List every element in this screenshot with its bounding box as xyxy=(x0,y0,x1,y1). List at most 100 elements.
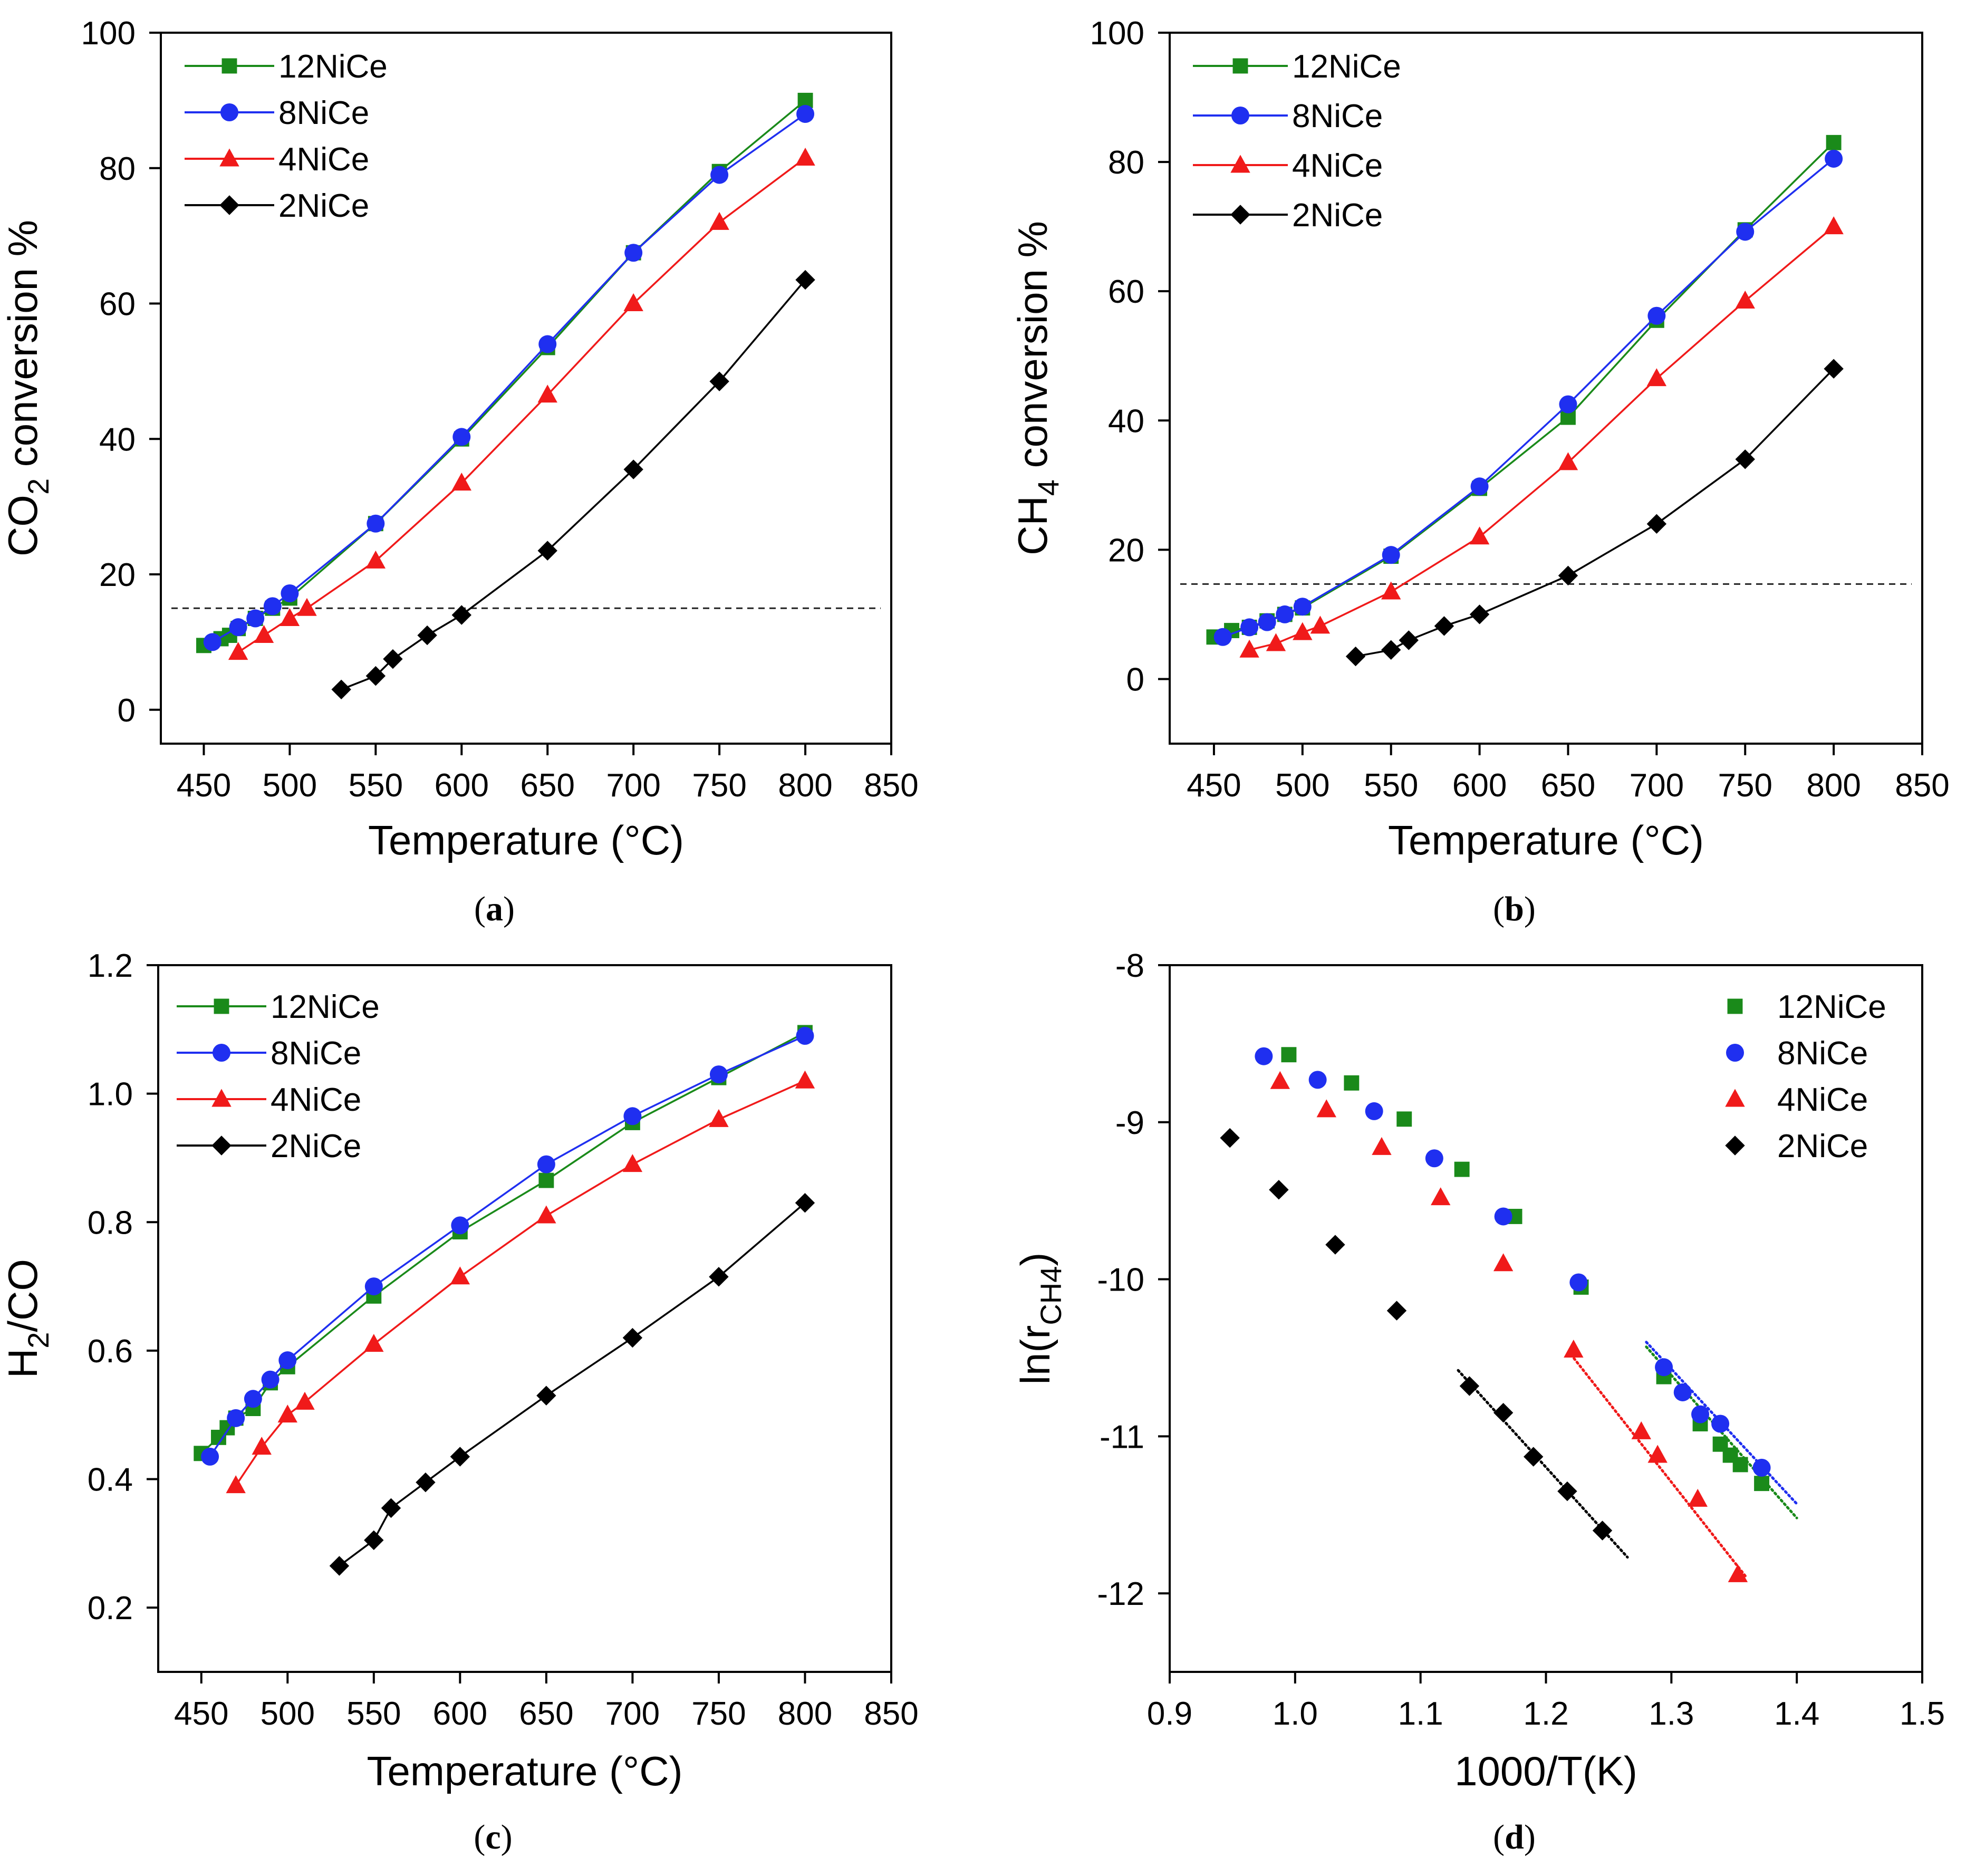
y-tick-label: 80 xyxy=(1108,145,1144,181)
data-point-8nice xyxy=(227,1409,245,1427)
legend-marker-2nice xyxy=(219,195,239,215)
panel-caption: (d) xyxy=(1493,1818,1536,1856)
x-tick-label: 800 xyxy=(778,767,832,804)
data-point-8nice xyxy=(796,105,815,123)
legend-label-4nice: 4NiCe xyxy=(278,141,369,178)
data-point-2nice xyxy=(1325,1235,1345,1255)
x-tick-label: 800 xyxy=(778,1696,832,1732)
series-line-4nice xyxy=(237,157,806,653)
x-tick-label: 650 xyxy=(521,767,575,804)
y-tick-label: 0 xyxy=(118,692,136,729)
data-point-2nice xyxy=(1459,1376,1480,1396)
data-point-8nice xyxy=(1213,628,1232,646)
data-point-2nice xyxy=(795,270,815,290)
data-point-8nice xyxy=(203,633,221,651)
data-point-4nice xyxy=(1564,1340,1584,1358)
data-point-4nice xyxy=(623,293,643,311)
x-tick-label: 450 xyxy=(174,1696,228,1732)
data-point-2nice xyxy=(451,605,471,625)
data-point-4nice xyxy=(1270,1071,1290,1089)
data-point-12nice xyxy=(1344,1075,1360,1091)
data-point-4nice xyxy=(1824,216,1844,235)
y-tick-label: -9 xyxy=(1115,1105,1144,1141)
data-point-2nice xyxy=(1381,640,1401,660)
data-point-4nice xyxy=(1316,1099,1336,1118)
series-line-4nice xyxy=(235,1080,806,1486)
data-point-2nice xyxy=(1345,646,1366,667)
legend-label-8nice: 8NiCe xyxy=(278,95,369,131)
data-point-12nice xyxy=(1396,1111,1412,1127)
plot-frame xyxy=(160,32,892,745)
data-point-2nice xyxy=(416,1472,436,1493)
x-tick-label: 750 xyxy=(691,1696,746,1732)
x-axis-title: Temperature (°C) xyxy=(368,817,684,863)
x-tick-label: 800 xyxy=(1806,767,1861,804)
plot-frame xyxy=(1169,32,1923,745)
data-point-2nice xyxy=(1646,514,1667,534)
x-tick-label: 700 xyxy=(606,767,660,804)
x-axis-title: 1000/T(K) xyxy=(1454,1748,1637,1794)
legend-marker-2nice xyxy=(211,1136,232,1156)
data-point-8nice xyxy=(538,335,557,353)
data-point-4nice xyxy=(1646,368,1667,387)
data-point-4nice xyxy=(226,1475,246,1494)
data-point-2nice xyxy=(364,1530,384,1550)
legend: 12NiCe 8NiCe 4NiCe 2NiCe xyxy=(177,989,380,1165)
data-point-4nice xyxy=(1266,633,1286,651)
legend-marker-4nice xyxy=(1230,155,1250,173)
data-point-8nice xyxy=(537,1155,555,1173)
x-tick-label: 1.3 xyxy=(1649,1696,1694,1732)
data-point-8nice xyxy=(1825,149,1843,168)
data-point-8nice xyxy=(1691,1405,1710,1423)
data-point-8nice xyxy=(452,428,471,446)
data-point-2nice xyxy=(1735,449,1755,469)
data-point-8nice xyxy=(1293,598,1312,616)
data-point-4nice xyxy=(277,1404,297,1423)
legend-marker-8nice xyxy=(213,1044,230,1062)
data-point-4nice xyxy=(709,1109,729,1127)
y-tick-label: 100 xyxy=(1090,15,1144,52)
data-point-4nice xyxy=(1728,1564,1748,1582)
data-point-2nice xyxy=(1399,630,1419,650)
data-point-4nice xyxy=(1239,639,1259,658)
legend-label-8nice: 8NiCe xyxy=(1292,98,1383,134)
legend-marker-8nice xyxy=(1231,107,1249,124)
data-point-4nice xyxy=(709,211,729,230)
y-tick-label: 20 xyxy=(1108,532,1144,569)
data-point-4nice xyxy=(254,625,274,643)
data-point-8nice xyxy=(1276,605,1294,623)
legend-marker-12nice xyxy=(221,58,237,74)
series-4nice xyxy=(1270,1071,1748,1582)
series-8nice xyxy=(203,105,815,651)
x-axis-title: Temperature (°C) xyxy=(367,1748,682,1794)
data-point-2nice xyxy=(709,1267,729,1287)
data-point-8nice xyxy=(201,1447,219,1466)
data-point-8nice xyxy=(364,1277,383,1296)
data-point-12nice xyxy=(1826,134,1842,150)
series-line-4nice xyxy=(1249,226,1835,651)
data-point-4nice xyxy=(297,598,317,616)
data-point-4nice xyxy=(365,550,386,569)
data-point-2nice xyxy=(1592,1521,1613,1541)
data-point-2nice xyxy=(709,371,729,391)
data-point-8nice xyxy=(1425,1149,1443,1168)
data-point-2nice xyxy=(450,1447,470,1467)
data-point-8nice xyxy=(1655,1358,1673,1377)
data-point-2nice xyxy=(623,459,643,479)
y-axis-title: ln(rCH4) xyxy=(1012,1253,1067,1385)
y-tick-label: -11 xyxy=(1100,1419,1144,1455)
x-tick-label: 850 xyxy=(864,1696,918,1732)
x-tick-label: 600 xyxy=(1452,767,1507,804)
y-tick-label: 40 xyxy=(99,421,136,458)
x-tick-label: 1.5 xyxy=(1900,1696,1945,1732)
data-point-2nice xyxy=(1557,1481,1577,1502)
data-point-4nice xyxy=(1735,291,1755,309)
data-point-12nice xyxy=(1732,1457,1748,1473)
data-point-8nice xyxy=(796,1027,814,1045)
legend-marker-4nice xyxy=(211,1089,232,1107)
data-point-8nice xyxy=(367,514,385,533)
data-point-4nice xyxy=(1647,1445,1668,1463)
legend-label-2nice: 2NiCe xyxy=(271,1128,361,1165)
data-point-8nice xyxy=(1569,1273,1588,1292)
